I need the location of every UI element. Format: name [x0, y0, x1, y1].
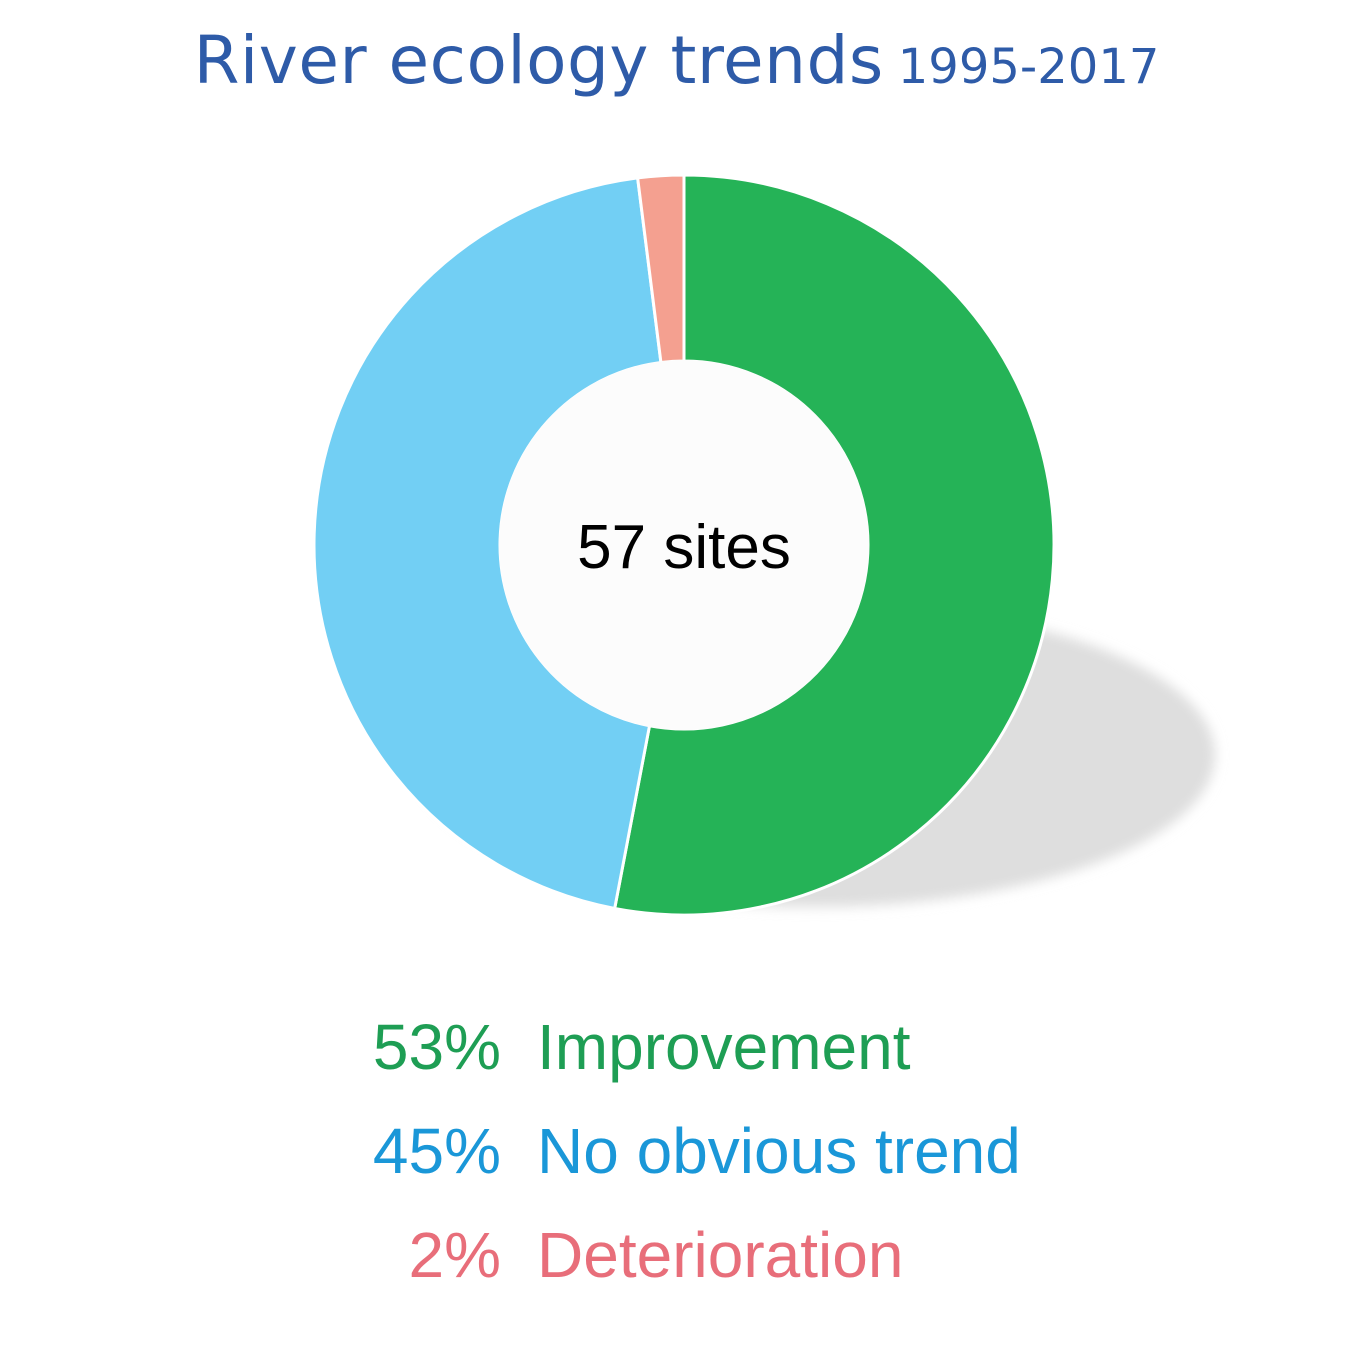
legend-percent: 2% — [408, 1219, 502, 1291]
legend-item-improvement: 53% Improvement — [0, 1002, 1353, 1102]
legend-label: Improvement — [537, 1011, 911, 1083]
center-label: 57 sites — [577, 513, 791, 582]
chart-title-block: River ecology trends 1995-2017 — [0, 22, 1353, 99]
legend-percent: 53% — [372, 1011, 501, 1083]
legend-label: Deterioration — [537, 1219, 904, 1291]
chart-title: River ecology trends — [193, 22, 884, 99]
legend-item-deterioration: 2% Deterioration — [0, 1210, 1353, 1310]
donut-hole — [499, 360, 869, 730]
chart-subtitle: 1995-2017 — [897, 39, 1160, 95]
legend-item-no-obvious-trend: 45% No obvious trend — [0, 1106, 1353, 1206]
legend-percent: 45% — [372, 1115, 501, 1187]
legend-label: No obvious trend — [537, 1115, 1021, 1187]
